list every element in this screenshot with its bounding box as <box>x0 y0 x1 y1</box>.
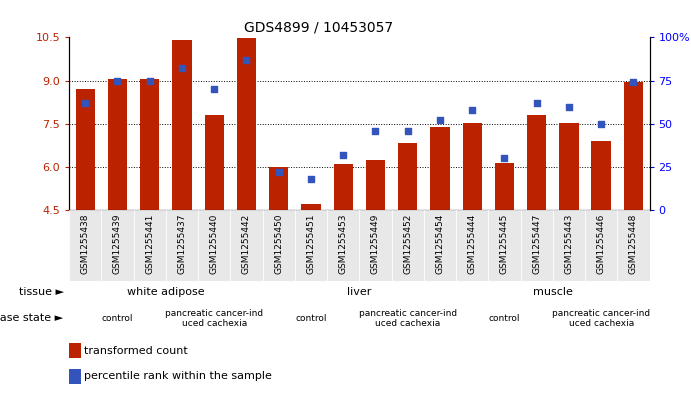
FancyBboxPatch shape <box>585 210 617 281</box>
FancyBboxPatch shape <box>489 210 520 281</box>
FancyBboxPatch shape <box>520 210 553 281</box>
Point <box>596 121 607 127</box>
FancyBboxPatch shape <box>359 210 392 281</box>
Text: GSM1255454: GSM1255454 <box>435 214 444 274</box>
Bar <box>398 143 417 210</box>
Point <box>209 86 220 92</box>
Text: tissue ►: tissue ► <box>19 287 64 297</box>
Bar <box>172 40 191 210</box>
Bar <box>559 123 578 210</box>
FancyBboxPatch shape <box>166 210 198 281</box>
FancyBboxPatch shape <box>327 210 359 281</box>
Point <box>499 155 510 162</box>
Bar <box>69 343 81 358</box>
Bar <box>75 89 95 210</box>
Text: pancreatic cancer-ind
uced cachexia: pancreatic cancer-ind uced cachexia <box>552 309 650 328</box>
FancyBboxPatch shape <box>230 210 263 281</box>
FancyBboxPatch shape <box>553 210 585 281</box>
Text: GSM1255444: GSM1255444 <box>468 214 477 274</box>
FancyBboxPatch shape <box>69 210 102 281</box>
Text: control: control <box>295 314 327 323</box>
Title: GDS4899 / 10453057: GDS4899 / 10453057 <box>244 21 393 35</box>
FancyBboxPatch shape <box>617 210 650 281</box>
Bar <box>205 115 224 210</box>
Text: pancreatic cancer-ind
uced cachexia: pancreatic cancer-ind uced cachexia <box>165 309 263 328</box>
Text: GSM1255451: GSM1255451 <box>306 214 316 274</box>
Point <box>338 152 349 158</box>
Text: GSM1255439: GSM1255439 <box>113 214 122 274</box>
Text: GSM1255452: GSM1255452 <box>403 214 413 274</box>
FancyBboxPatch shape <box>133 210 166 281</box>
FancyBboxPatch shape <box>392 210 424 281</box>
Text: GSM1255437: GSM1255437 <box>178 214 187 274</box>
Bar <box>527 115 547 210</box>
Point <box>402 128 413 134</box>
Point <box>628 79 639 85</box>
Text: GSM1255442: GSM1255442 <box>242 214 251 274</box>
Bar <box>334 164 353 210</box>
Text: pancreatic cancer-ind
uced cachexia: pancreatic cancer-ind uced cachexia <box>359 309 457 328</box>
FancyBboxPatch shape <box>263 210 295 281</box>
Bar <box>495 163 514 210</box>
Bar <box>269 167 288 210</box>
Text: GSM1255446: GSM1255446 <box>596 214 606 274</box>
Text: GSM1255447: GSM1255447 <box>532 214 541 274</box>
Bar <box>69 369 81 384</box>
Point <box>273 169 284 175</box>
Text: GSM1255441: GSM1255441 <box>145 214 154 274</box>
Text: transformed count: transformed count <box>84 346 187 356</box>
Bar <box>624 82 643 210</box>
Text: white adipose: white adipose <box>127 287 205 297</box>
Text: control: control <box>102 314 133 323</box>
FancyBboxPatch shape <box>198 210 230 281</box>
Bar <box>301 204 321 210</box>
Point <box>563 103 574 110</box>
Bar <box>462 123 482 210</box>
Bar <box>366 160 385 210</box>
Point <box>305 176 316 182</box>
Bar <box>140 79 160 210</box>
Text: control: control <box>489 314 520 323</box>
Point <box>370 128 381 134</box>
Point <box>176 65 187 72</box>
Text: GSM1255448: GSM1255448 <box>629 214 638 274</box>
Text: GSM1255449: GSM1255449 <box>371 214 380 274</box>
Point <box>466 107 477 113</box>
FancyBboxPatch shape <box>456 210 489 281</box>
Text: GSM1255445: GSM1255445 <box>500 214 509 274</box>
FancyBboxPatch shape <box>102 210 133 281</box>
Point <box>435 117 446 123</box>
Point <box>144 77 155 84</box>
Bar <box>430 127 450 210</box>
Text: percentile rank within the sample: percentile rank within the sample <box>84 371 272 381</box>
Text: GSM1255443: GSM1255443 <box>565 214 574 274</box>
Bar <box>591 141 611 210</box>
Text: disease state ►: disease state ► <box>0 313 64 323</box>
Point <box>531 100 542 106</box>
Text: GSM1255440: GSM1255440 <box>209 214 219 274</box>
FancyBboxPatch shape <box>424 210 456 281</box>
Point <box>241 57 252 63</box>
Bar <box>237 38 256 210</box>
Text: GSM1255438: GSM1255438 <box>81 214 90 274</box>
Point <box>112 77 123 84</box>
Text: GSM1255453: GSM1255453 <box>339 214 348 274</box>
FancyBboxPatch shape <box>295 210 327 281</box>
Point <box>79 100 91 106</box>
Text: muscle: muscle <box>533 287 573 297</box>
Text: liver: liver <box>347 287 372 297</box>
Bar <box>108 79 127 210</box>
Text: GSM1255450: GSM1255450 <box>274 214 283 274</box>
